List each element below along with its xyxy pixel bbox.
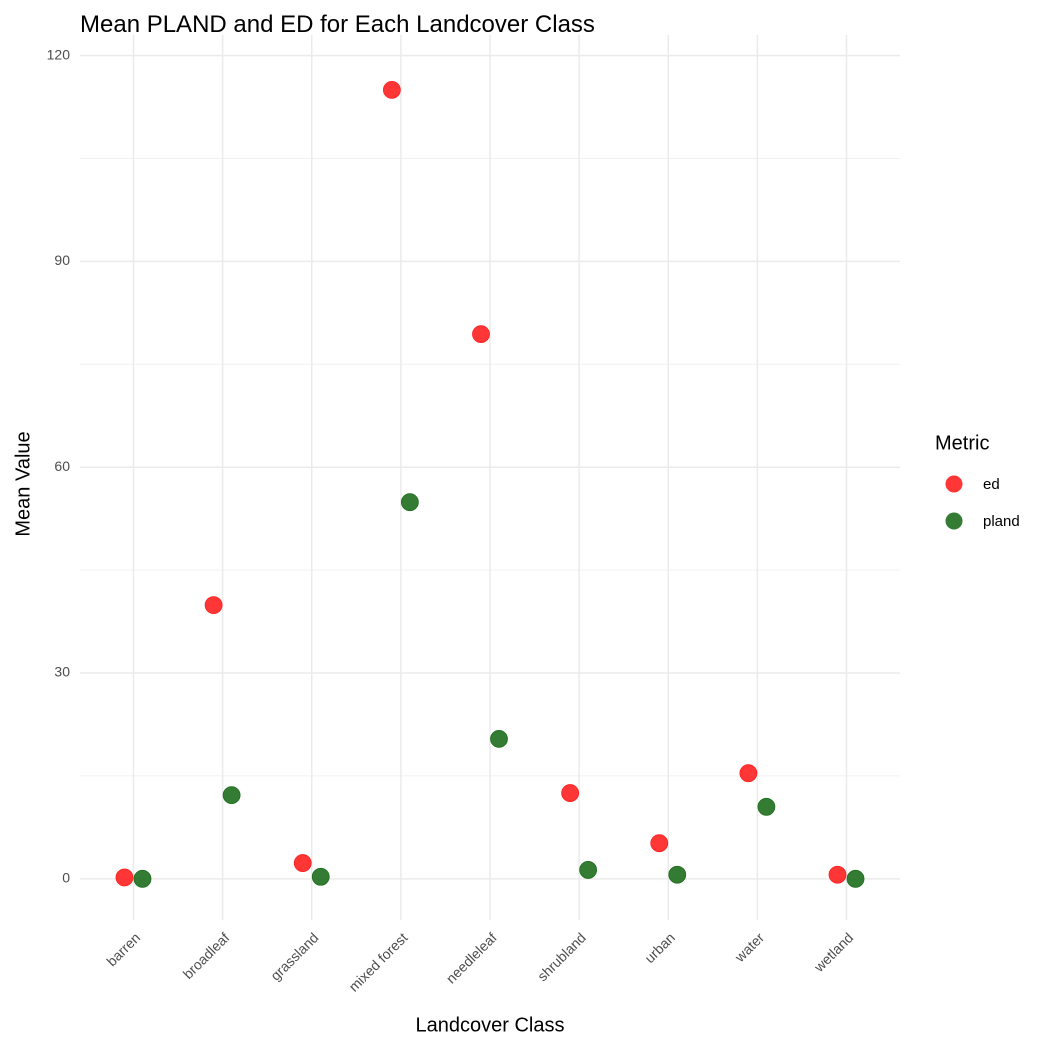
dot <box>293 854 312 872</box>
dot <box>650 834 669 853</box>
dot <box>846 869 865 888</box>
x-tick-label: mixed forest <box>345 929 410 994</box>
legend-title: Metric <box>935 432 989 454</box>
dot <box>311 867 330 886</box>
legend-label: pland <box>983 513 1020 530</box>
dot <box>133 869 152 888</box>
y-tick-label: 60 <box>54 458 70 474</box>
dot <box>490 729 508 748</box>
dot <box>757 797 776 816</box>
x-tick-label: broadleaf <box>180 929 233 982</box>
y-tick-label: 30 <box>54 664 70 680</box>
dot <box>828 865 847 884</box>
dot <box>739 764 758 783</box>
x-axis-title: Landcover Class <box>416 1014 565 1036</box>
x-tick-label: water <box>731 929 767 965</box>
dot <box>668 865 687 884</box>
chart-title: Mean PLAND and ED for Each Landcover Cla… <box>80 11 595 38</box>
y-tick-label: 120 <box>47 46 71 62</box>
legend-label: ed <box>983 476 1000 493</box>
x-tick-label: urban <box>641 929 678 966</box>
x-tick-label: wetland <box>810 929 856 975</box>
dot <box>222 786 241 805</box>
dot <box>561 784 580 802</box>
dot <box>115 868 134 887</box>
y-tick-label: 0 <box>62 870 70 886</box>
y-axis-title: Mean Value <box>12 431 34 536</box>
dot <box>579 861 598 879</box>
x-tick-label: needleleaf <box>443 929 500 986</box>
dot <box>400 493 419 512</box>
legend-marker <box>945 475 963 493</box>
dot <box>382 80 401 99</box>
y-tick-label: 90 <box>54 252 70 268</box>
dot <box>472 325 490 344</box>
dot <box>204 596 223 615</box>
x-tick-label: barren <box>103 929 143 969</box>
x-tick-label: shrubland <box>534 929 589 984</box>
x-tick-label: grassland <box>267 929 321 983</box>
legend-marker <box>945 512 963 530</box>
